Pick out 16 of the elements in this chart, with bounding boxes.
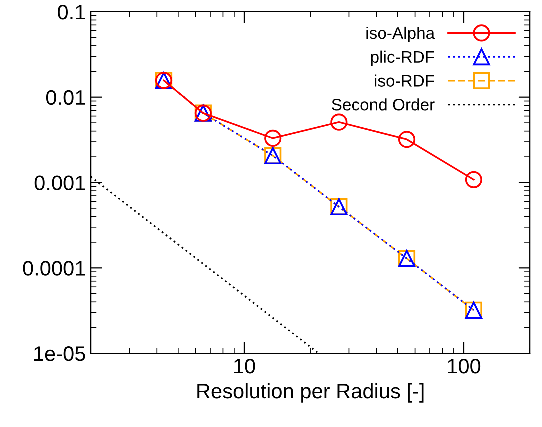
legend-label: plic-RDF (371, 50, 434, 66)
x-tick-label: 100 (448, 358, 481, 374)
y-tick-label: 0.001 (34, 176, 86, 191)
point (465, 171, 482, 188)
legend-label: iso-Alpha (366, 26, 436, 42)
y-tick-label: 0.1 (58, 4, 86, 20)
legend-label: Second Order (332, 98, 435, 111)
point (264, 130, 282, 148)
x-axis-title: Resolution per Radius [-] (198, 383, 424, 403)
legend-label: iso-RDF (375, 74, 434, 87)
point (330, 114, 348, 131)
point (398, 131, 416, 148)
y-tick-label: 0.0001 (23, 261, 86, 276)
y-tick-label: 0.01 (46, 90, 86, 106)
y-tick-label: 1e-05 (34, 346, 86, 362)
x-tick-label: 10 (234, 358, 256, 374)
